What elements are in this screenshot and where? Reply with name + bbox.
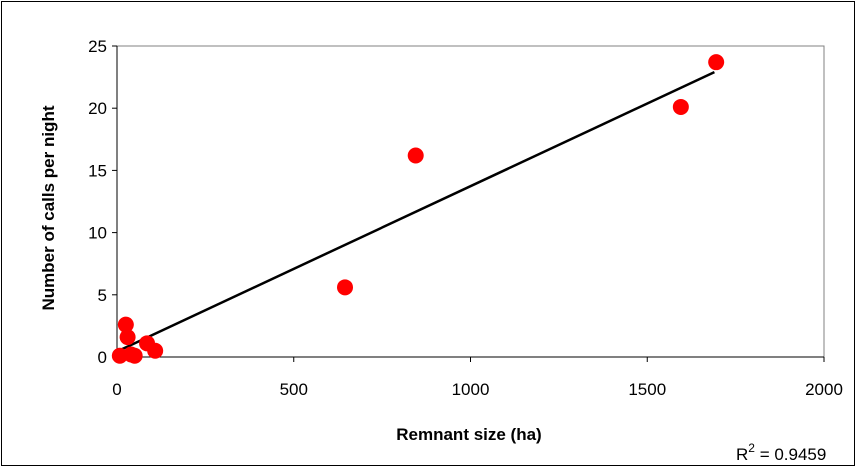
data-point xyxy=(407,147,424,164)
data-point xyxy=(708,54,725,71)
r-squared-label: R2 = 0.9459 xyxy=(736,441,826,464)
data-point xyxy=(147,342,164,359)
x-tick-label: 1000 xyxy=(452,380,490,399)
r-squared-prefix: R xyxy=(736,445,748,464)
data-point xyxy=(117,316,134,333)
data-points xyxy=(111,54,725,364)
r-squared-superscript: 2 xyxy=(748,441,755,455)
x-axis: 0 500 1000 1500 2000 xyxy=(112,356,843,399)
trendline xyxy=(120,70,715,351)
x-tick-label: 0 xyxy=(112,380,121,399)
x-tick-label: 500 xyxy=(280,380,308,399)
plot-area xyxy=(116,45,825,358)
y-tick-label: 20 xyxy=(88,99,107,118)
x-tick-label: 1500 xyxy=(628,380,666,399)
x-tick-label: 2000 xyxy=(805,380,843,399)
x-axis-title: Remnant size (ha) xyxy=(396,425,541,444)
y-axis: 0 5 10 15 20 25 xyxy=(88,37,118,367)
y-axis-title: Number of calls per night xyxy=(39,105,58,310)
r-squared-value: = 0.9459 xyxy=(755,445,826,464)
data-point xyxy=(672,98,689,115)
y-tick-label: 10 xyxy=(88,224,107,243)
y-tick-label: 15 xyxy=(88,161,107,180)
data-point xyxy=(337,279,354,296)
y-tick-label: 0 xyxy=(98,348,107,367)
y-tick-label: 25 xyxy=(88,37,107,56)
y-tick-label: 5 xyxy=(98,286,107,305)
data-point xyxy=(119,329,136,346)
data-point xyxy=(126,347,143,364)
